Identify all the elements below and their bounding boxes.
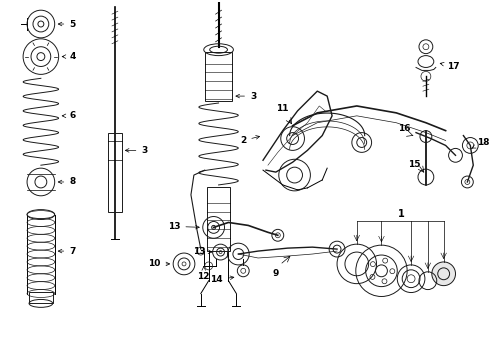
Text: 7: 7 (58, 247, 75, 256)
Text: 9: 9 (272, 269, 279, 278)
Text: 11: 11 (276, 104, 289, 113)
Text: 2: 2 (240, 136, 260, 145)
Text: 3: 3 (125, 146, 147, 155)
Bar (29, 292, 53, 303)
Text: 12: 12 (197, 266, 210, 281)
Text: 13: 13 (193, 247, 212, 256)
Text: 16: 16 (398, 123, 411, 132)
Circle shape (432, 262, 456, 285)
Text: 8: 8 (58, 177, 75, 186)
Text: 10: 10 (148, 260, 170, 269)
Text: 1: 1 (398, 210, 405, 220)
Bar (108, 132, 122, 212)
Bar (205, 52, 232, 101)
Text: 5: 5 (58, 19, 75, 28)
Text: 17: 17 (440, 62, 460, 71)
Text: 18: 18 (471, 138, 490, 148)
Text: 6: 6 (62, 111, 75, 120)
Text: 4: 4 (62, 52, 75, 61)
Text: 3: 3 (236, 91, 256, 100)
Bar (207, 187, 230, 251)
Text: 13: 13 (168, 222, 199, 231)
Text: 15: 15 (408, 160, 420, 169)
Text: 14: 14 (210, 275, 234, 284)
